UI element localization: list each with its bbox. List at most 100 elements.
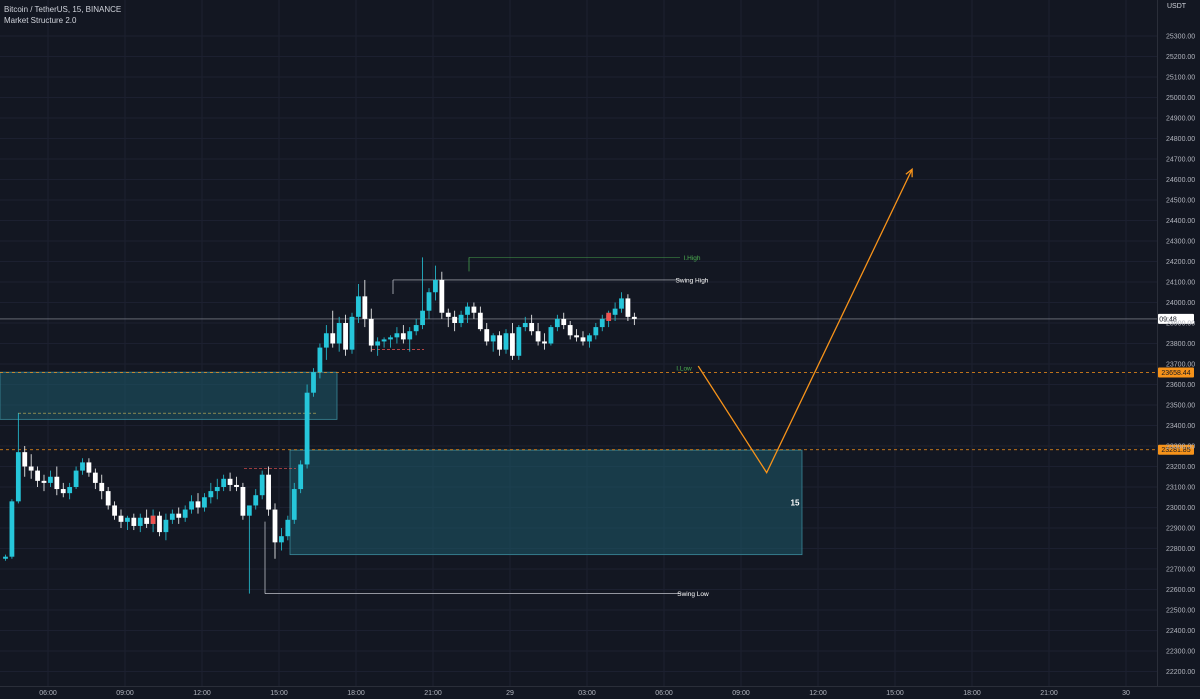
candle-body [388,337,393,340]
highlight-candle [150,515,156,524]
candle-body [163,519,169,533]
last-price-label: 09:48 [1159,316,1177,323]
time-tick-label: 15:00 [886,690,904,697]
candle-body [477,312,483,330]
indicator-name[interactable]: Market Structure 2.0 [4,16,77,25]
candle-body [458,314,464,323]
candle-body [349,316,355,350]
candle-body [343,323,348,350]
price-level-label: 23281.85 [1161,447,1190,454]
time-tick-label: 06:00 [39,690,57,697]
candle-body [413,325,419,332]
price-tick-label: 23900.00 [1166,321,1195,328]
candle-body [221,478,227,487]
candle-body [22,452,28,467]
time-tick-label: 09:00 [732,690,750,697]
price-tick-label: 23200.00 [1166,464,1195,471]
chart-grid [0,0,1157,686]
candle-body [182,509,188,518]
candle-body [291,489,297,520]
chart-legend: Bitcoin / TetherUS, 15, BINANCE Market S… [4,4,121,26]
price-tick-label: 24900.00 [1166,116,1195,123]
price-tick-label: 23500.00 [1166,403,1195,410]
price-tick-label: 24100.00 [1166,280,1195,287]
time-tick-label: 29 [506,690,514,697]
price-tick-label: 25000.00 [1166,95,1195,102]
price-tick-label: 24800.00 [1166,136,1195,143]
price-tick-label: 23700.00 [1166,362,1195,369]
candle-body [118,515,124,522]
candle-body [362,296,368,319]
candle-body [15,452,21,502]
price-tick-label: 24300.00 [1166,239,1195,246]
highlight-candle [606,312,612,321]
candle-body [86,462,92,473]
order-block-zone [0,371,338,420]
time-tick-label: 30 [1122,690,1130,697]
candle-body [356,296,361,317]
candle-body [285,519,291,537]
candle-body [439,279,445,313]
price-tick-label: 25100.00 [1166,75,1195,82]
price-level-label: 23658.44 [1161,370,1190,377]
candle-body [580,337,586,342]
price-tick-label: 22300.00 [1166,649,1195,656]
candle-body [599,318,605,328]
structure-label: Swing High [676,277,709,284]
candle-body [48,476,53,483]
candle-body [420,310,425,326]
price-tick-label: 23400.00 [1166,423,1195,430]
candle-body [266,474,271,510]
candle-body [522,323,528,328]
candle-body [619,298,624,309]
order-block-zone [289,449,803,556]
candle-body [445,312,451,317]
candle-body [542,341,547,344]
price-tick-label: 22200.00 [1166,669,1195,676]
candle-body [202,497,207,508]
time-tick-label: 18:00 [963,690,981,697]
candle-body [490,335,496,342]
structure-label: Swing Low [677,591,709,598]
candle-body [381,339,387,342]
candle-body [246,505,252,516]
price-tick-label: 22700.00 [1166,567,1195,574]
candle-body [169,513,175,520]
structure-label: I.High [684,255,701,262]
market-structure-lines: I.High Swing High I.Low Swing Low [18,255,709,598]
candle-body [35,470,40,481]
candle-body [272,509,278,543]
candle-body [144,517,150,524]
candle-body [9,501,15,557]
candle-body [529,323,535,332]
candle-body [368,318,374,346]
price-tick-label: 23600.00 [1166,382,1195,389]
time-tick-label: 03:00 [578,690,596,697]
time-tick-label: 15:00 [270,690,288,697]
candle-body [227,478,233,485]
candle-body [400,333,406,340]
price-axis[interactable]: 25300.00 25200.00 25100.00 25000.00 24900.00… [1157,0,1196,686]
candle-body [484,329,490,342]
price-tick-label: 24600.00 [1166,177,1195,184]
candle-body [407,331,413,340]
candle-body [214,487,220,492]
candle-body [259,474,265,496]
candlestick-series [3,257,637,594]
candle-body [240,487,246,516]
time-tick-label: 12:00 [809,690,827,697]
candle-body [330,333,336,344]
candle-body [497,335,502,350]
candle-body [60,489,66,494]
candle-body [548,327,554,344]
time-axis[interactable]: 06:00 09:00 12:00 15:00 18:00 21:00 29 03:00 06:… [0,686,1200,698]
price-level-tag [1158,367,1194,378]
price-tick-label: 25300.00 [1166,34,1195,41]
candle-body [375,341,381,346]
price-tick-label: 22500.00 [1166,608,1195,615]
candle-body [189,501,194,510]
candle-body [176,513,182,518]
candle-body [157,515,162,533]
candle-body [28,466,34,471]
